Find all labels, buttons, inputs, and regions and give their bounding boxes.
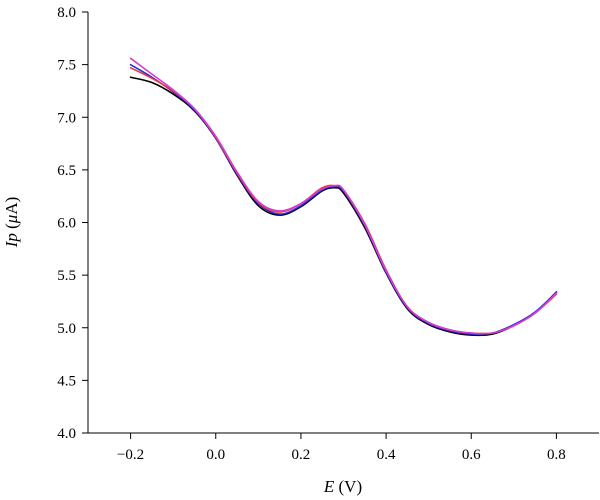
y-tick-label: 4.0 [57,426,76,442]
series-line-4 [129,57,558,335]
y-tick-label: 4.5 [57,373,76,389]
x-axis-title-var: E [323,477,335,496]
y-tick-label: 5.0 [57,321,76,337]
x-tick-label: 0.0 [206,447,225,463]
x-axis-title-unit: (V) [334,477,362,496]
x-ticks: −0.2 0.0 0.2 0.4 0.6 0.8 [117,433,566,463]
x-tick-label: 0.4 [377,447,396,463]
y-tick-label: 6.0 [57,216,76,232]
y-tick-label: 8.0 [57,5,76,21]
series-line-1 [129,76,558,337]
x-tick-label: 0.2 [292,447,311,463]
y-axis-title: Ip (μA) [2,197,21,249]
y-axis-title-open: ( [2,223,21,233]
y-tick-label: 7.5 [57,58,76,74]
y-axis-title-mu: μ [2,215,21,225]
y-axis-title-unit: A) [2,197,21,215]
series-line-2 [129,63,558,336]
y-tick-label: 6.5 [57,163,76,179]
x-tick-label: 0.8 [547,447,566,463]
y-tick-label: 5.5 [57,268,76,284]
series-group [129,57,558,337]
axes [87,12,599,434]
x-tick-label: −0.2 [117,447,144,463]
x-tick-label: 0.6 [462,447,481,463]
y-ticks: 4.0 4.5 5.0 5.5 6.0 6.5 7.0 7.5 8.0 [57,5,88,442]
y-axis-title-var: Ip [2,233,21,248]
y-tick-label: 7.0 [57,110,76,126]
x-axis-title: E (V) [323,477,362,496]
